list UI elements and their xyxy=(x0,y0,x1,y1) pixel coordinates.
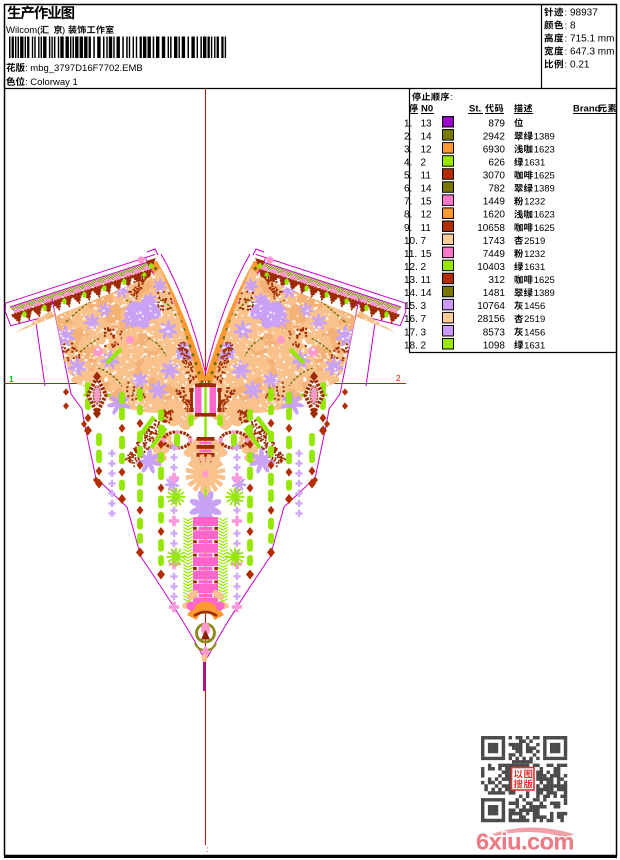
svg-text:8573: 8573 xyxy=(483,327,506,338)
svg-text:N0: N0 xyxy=(421,104,433,115)
svg-text:12: 12 xyxy=(421,144,433,155)
svg-text:15: 15 xyxy=(421,249,433,260)
svg-text:1623: 1623 xyxy=(534,144,555,155)
svg-text:28156: 28156 xyxy=(477,314,505,325)
svg-text:1620: 1620 xyxy=(483,210,506,221)
svg-text:626: 626 xyxy=(488,157,505,168)
svg-text::: : xyxy=(565,47,568,58)
svg-text:9.: 9. xyxy=(404,223,412,234)
svg-text:7.: 7. xyxy=(404,197,412,208)
svg-text:2: 2 xyxy=(396,374,401,383)
svg-text:8: 8 xyxy=(570,21,576,32)
svg-text::: : xyxy=(565,60,568,71)
svg-text:1456: 1456 xyxy=(524,327,545,338)
svg-text:18.: 18. xyxy=(404,340,418,351)
svg-text:1098: 1098 xyxy=(483,340,506,351)
svg-text:St.: St. xyxy=(469,104,481,115)
svg-text:1232: 1232 xyxy=(524,249,545,260)
svg-text:2519: 2519 xyxy=(524,314,545,325)
svg-text:10658: 10658 xyxy=(477,223,505,234)
svg-text:Wilcom(: Wilcom( xyxy=(6,25,41,36)
svg-text::: : xyxy=(565,8,568,19)
svg-text:6xiu.com: 6xiu.com xyxy=(476,829,574,855)
svg-text:1: 1 xyxy=(9,375,14,384)
svg-text:1389: 1389 xyxy=(534,131,555,142)
svg-text:2: 2 xyxy=(421,262,427,273)
svg-text:1456: 1456 xyxy=(524,301,545,312)
svg-text:1481: 1481 xyxy=(483,288,506,299)
svg-text:14: 14 xyxy=(421,131,433,142)
svg-text:1232: 1232 xyxy=(524,197,545,208)
svg-text:13: 13 xyxy=(421,118,433,129)
svg-text:3: 3 xyxy=(421,327,427,338)
svg-text:2519: 2519 xyxy=(524,236,545,247)
svg-text:5.: 5. xyxy=(404,171,412,182)
svg-text:: Colorway 1: : Colorway 1 xyxy=(25,77,78,88)
svg-text:647.3 mm: 647.3 mm xyxy=(570,47,614,58)
svg-text:312: 312 xyxy=(488,275,505,286)
svg-text:7: 7 xyxy=(421,236,427,247)
svg-text::: : xyxy=(565,34,568,45)
svg-text:6.: 6. xyxy=(404,184,412,195)
svg-text:1743: 1743 xyxy=(483,236,506,247)
svg-text:3070: 3070 xyxy=(483,171,506,182)
svg-text:14.: 14. xyxy=(404,288,418,299)
svg-text:1631: 1631 xyxy=(524,340,545,351)
svg-text:10403: 10403 xyxy=(477,262,505,273)
svg-text:1449: 1449 xyxy=(483,197,506,208)
svg-text:12: 12 xyxy=(421,210,433,221)
svg-text::: : xyxy=(565,21,568,32)
svg-text:1625: 1625 xyxy=(534,223,555,234)
svg-text:4.: 4. xyxy=(404,157,412,168)
svg-text:): ) xyxy=(62,25,65,36)
svg-text:13.: 13. xyxy=(404,275,418,286)
svg-text:1631: 1631 xyxy=(524,262,545,273)
svg-text:2: 2 xyxy=(421,157,427,168)
svg-text:12.: 12. xyxy=(404,262,418,273)
svg-text:1625: 1625 xyxy=(534,171,555,182)
svg-text:98937: 98937 xyxy=(570,8,598,19)
svg-text::: : xyxy=(207,845,209,854)
svg-text:15: 15 xyxy=(421,197,433,208)
svg-text:16.: 16. xyxy=(404,314,418,325)
svg-text:10764: 10764 xyxy=(477,301,505,312)
svg-text:14: 14 xyxy=(421,184,433,195)
svg-text:1623: 1623 xyxy=(534,210,555,221)
svg-text:17.: 17. xyxy=(404,327,418,338)
svg-text:Brand: Brand xyxy=(573,104,601,115)
svg-text:1389: 1389 xyxy=(534,184,555,195)
svg-text:7449: 7449 xyxy=(483,249,506,260)
svg-text:3.: 3. xyxy=(404,144,412,155)
svg-text:11.: 11. xyxy=(404,249,417,260)
svg-text:11: 11 xyxy=(421,275,432,286)
svg-text:11: 11 xyxy=(421,171,432,182)
svg-text:6930: 6930 xyxy=(483,144,506,155)
svg-text:1.: 1. xyxy=(404,118,412,129)
svg-text:8.: 8. xyxy=(404,210,412,221)
svg-text:7: 7 xyxy=(421,314,427,325)
svg-text:10.: 10. xyxy=(404,236,418,247)
svg-text:: mbg_3797D16F7702.EMB: : mbg_3797D16F7702.EMB xyxy=(25,63,143,74)
svg-text:879: 879 xyxy=(488,118,505,129)
svg-text:1389: 1389 xyxy=(534,288,555,299)
svg-text:15.: 15. xyxy=(404,301,418,312)
svg-text:1625: 1625 xyxy=(534,275,555,286)
svg-text::: : xyxy=(451,92,454,102)
svg-text:11: 11 xyxy=(421,223,432,234)
svg-text:14: 14 xyxy=(421,288,433,299)
svg-text:3: 3 xyxy=(421,301,427,312)
svg-text:1631: 1631 xyxy=(524,157,545,168)
svg-text:2942: 2942 xyxy=(483,131,506,142)
svg-text:2.: 2. xyxy=(404,131,412,142)
svg-text:2: 2 xyxy=(421,340,427,351)
svg-text:0.21: 0.21 xyxy=(570,60,590,71)
svg-text:715.1 mm: 715.1 mm xyxy=(570,34,614,45)
svg-text:782: 782 xyxy=(488,184,505,195)
svg-text:6xiu.com: 6xiu.com xyxy=(476,829,574,855)
